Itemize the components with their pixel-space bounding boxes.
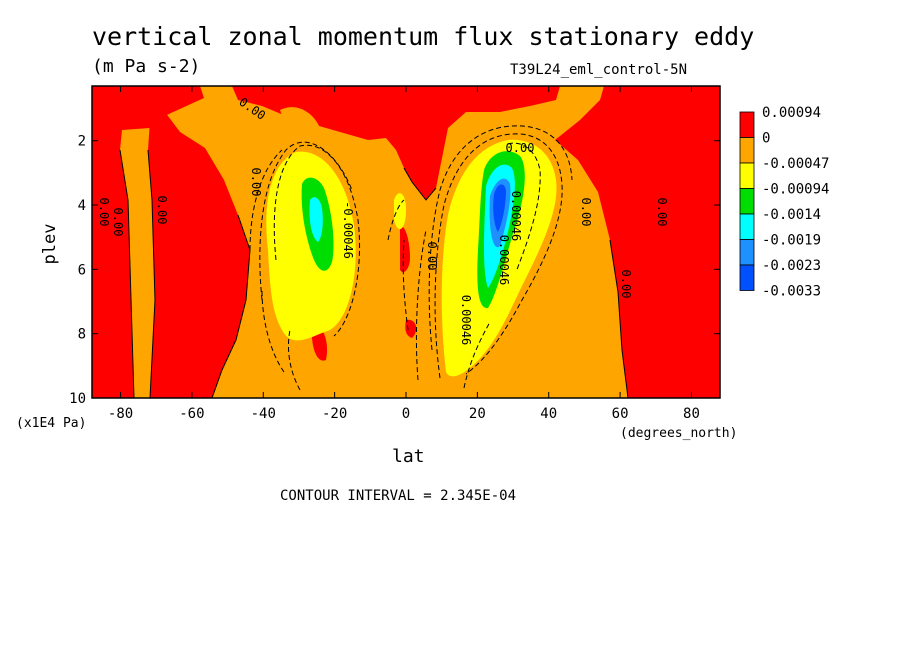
contour-label: 0.00: [249, 168, 263, 197]
negative-contour-line: [387, 199, 405, 241]
legend-color-box: [739, 162, 755, 189]
zero-contour-line: [147, 149, 156, 398]
contour-label: -0.00046: [341, 201, 355, 259]
contour-label: 0.00046: [459, 295, 473, 346]
legend-color-box: [739, 111, 755, 138]
negative-contour-line: [261, 289, 285, 373]
chart-units: (m Pa s-2): [92, 56, 201, 77]
x-tick-label: 80: [683, 406, 700, 422]
legend-label: -0.0033: [762, 284, 821, 300]
contour-label: 0.00046: [497, 235, 511, 286]
x-tick-label: -40: [251, 406, 276, 422]
negative-contour-line: [507, 142, 541, 273]
legend-color-box: [739, 239, 755, 266]
orange-pocket: [280, 107, 322, 141]
legend-label: 0.00094: [762, 105, 821, 121]
negative-contour-line: [428, 125, 573, 351]
legend-label: -0.00094: [762, 182, 829, 198]
legend-label: -0.0023: [762, 258, 821, 274]
contour-label: 0.00: [655, 198, 669, 227]
chart-title: vertical zonal momentum flux stationary …: [92, 22, 755, 51]
legend-color-box: [739, 188, 755, 215]
y-tick-label: 2: [78, 134, 86, 150]
y-tick-label: 8: [78, 327, 86, 343]
contour-label: 0.00: [425, 242, 439, 271]
contour-interval: CONTOUR INTERVAL = 2.345E-04: [280, 488, 517, 504]
contour-label: 0.00: [506, 141, 535, 155]
positive-region: [555, 86, 720, 398]
negative-contour-line: [415, 229, 427, 381]
legend-color-box: [739, 264, 755, 291]
contour-label: 0.00: [97, 198, 111, 227]
x-tick-label: 20: [469, 406, 486, 422]
positive-region: [400, 225, 410, 273]
positive-region: [92, 86, 204, 398]
negative-contour-line: [287, 329, 301, 391]
x-tick-label: -60: [179, 406, 204, 422]
negative-contour-line: [259, 141, 353, 301]
dataset-name: T39L24_eml_control-5N: [510, 62, 688, 78]
y-tick-label: 6: [78, 262, 86, 278]
legend-label: -0.00047: [762, 156, 829, 172]
x-tick-label: 0: [402, 406, 410, 422]
y-axis-label: plev: [40, 223, 60, 265]
x-axis-label: lat: [392, 446, 425, 467]
x-tick-label: 60: [612, 406, 629, 422]
y-tick-label: 4: [78, 198, 86, 214]
positive-region: [148, 112, 250, 398]
x-axis-units: (degrees_north): [620, 426, 738, 441]
contour-label: 0.00: [579, 198, 593, 227]
legend-color-box: [739, 213, 755, 240]
positive-region: [232, 86, 560, 200]
zero-contour-line: [211, 214, 251, 398]
contour-label: 0.00: [155, 196, 169, 225]
contour-label: 0.00: [619, 270, 633, 299]
zero-contour-line: [609, 239, 629, 398]
negative-contour-line: [434, 133, 563, 379]
positive-region: [405, 319, 417, 338]
zero-contour-line: [403, 167, 437, 201]
contour-label: 0.00: [111, 208, 125, 237]
legend-label: -0.0014: [762, 207, 821, 223]
plot-area: 0.000.00 0.00 0.000.000.000.000.000.000.00…: [92, 86, 720, 398]
zero-contour-line: [119, 149, 135, 398]
x-tick-label: -20: [322, 406, 347, 422]
negative-region: [309, 197, 323, 242]
x-tick-label: -80: [108, 406, 133, 422]
y-tick-label: 10: [69, 391, 86, 407]
contour-label: 0.00046: [509, 191, 523, 242]
legend-color-box: [739, 137, 755, 164]
negative-contour-line: [273, 144, 361, 337]
y-axis-units: (x1E4 Pa): [16, 416, 87, 431]
x-tick-label: 40: [540, 406, 557, 422]
legend-label: -0.0019: [762, 233, 821, 249]
negative-contour-line: [402, 239, 409, 331]
negative-region: [394, 193, 406, 230]
negative-contour-line: [249, 149, 283, 251]
negative-contour-line: [463, 321, 491, 389]
negative-region: [493, 184, 506, 232]
legend-label: 0: [762, 131, 770, 147]
